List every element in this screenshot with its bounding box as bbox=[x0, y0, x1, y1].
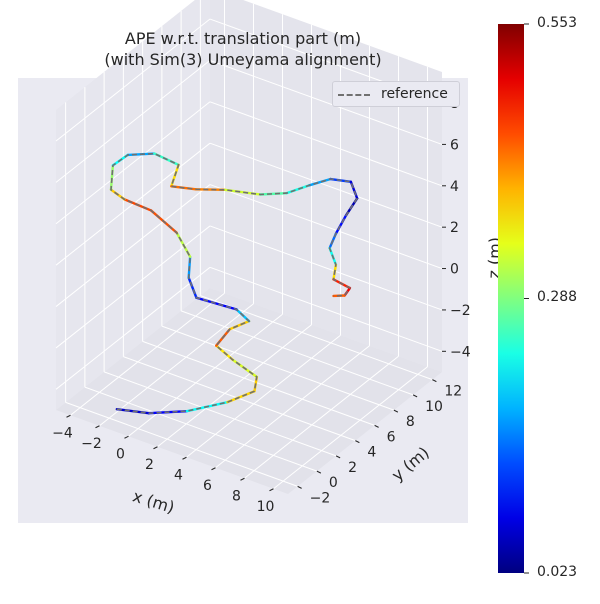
colorbar-max-label: 0.553 bbox=[537, 15, 577, 31]
y-tick-label: 6 bbox=[387, 429, 396, 445]
x-tick-label: 0 bbox=[116, 446, 125, 462]
legend-swatch-dashed bbox=[338, 94, 370, 96]
y-tick-label: 2 bbox=[348, 460, 357, 476]
chart-title: APE w.r.t. translation part (m) bbox=[18, 29, 468, 48]
z-tick-label: 6 bbox=[450, 137, 459, 153]
y-tick-label: 4 bbox=[367, 445, 376, 461]
x-tick-label: 2 bbox=[145, 457, 154, 473]
colorbar-bar bbox=[498, 24, 524, 573]
z-tick-label: −4 bbox=[450, 344, 471, 360]
y-tick-label: 10 bbox=[425, 399, 443, 415]
x-tick-label: 8 bbox=[232, 488, 241, 504]
trajectory-segment bbox=[260, 193, 287, 194]
legend: reference bbox=[332, 81, 460, 107]
z-tick-label: 2 bbox=[450, 220, 459, 236]
x-tick-label: 10 bbox=[257, 499, 275, 515]
x-tick-label: −2 bbox=[81, 436, 102, 452]
z-tick-label: 4 bbox=[450, 179, 459, 195]
x-tick-label: −4 bbox=[52, 425, 73, 441]
y-tick-label: −2 bbox=[310, 490, 331, 506]
x-tick-label: 4 bbox=[174, 467, 183, 483]
y-tick-label: 0 bbox=[329, 475, 338, 491]
colorbar bbox=[498, 24, 529, 573]
colorbar-mid-label: 0.288 bbox=[537, 289, 577, 305]
colorbar-min-label: 0.023 bbox=[537, 564, 577, 580]
y-tick-label: 8 bbox=[406, 414, 415, 430]
x-tick-label: 6 bbox=[203, 478, 212, 494]
z-tick-label: −2 bbox=[450, 303, 471, 319]
chart-subtitle: (with Sim(3) Umeyama alignment) bbox=[18, 50, 468, 69]
legend-label: reference bbox=[381, 86, 448, 102]
y-tick-label: 12 bbox=[444, 384, 462, 400]
z-tick-label: 0 bbox=[450, 262, 459, 278]
